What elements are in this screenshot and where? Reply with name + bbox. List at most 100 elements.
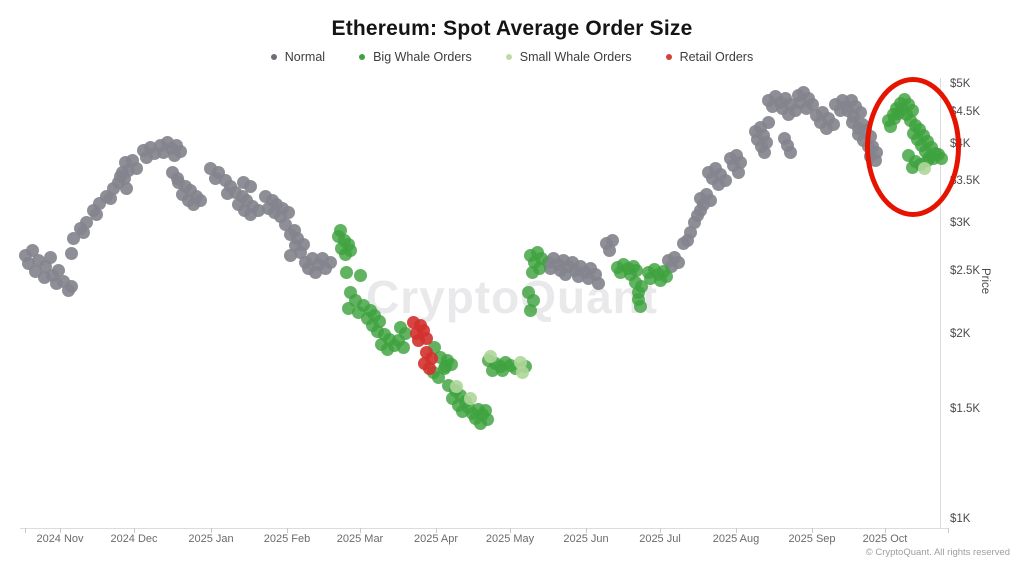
data-point-normal [826,117,840,131]
data-point-normal [805,97,819,111]
legend-item-small-whale[interactable]: Small Whale Orders [505,50,632,64]
data-point-normal [731,165,745,179]
y-axis-tick-label: $4.5K [950,106,981,118]
x-axis-tick-label: 2025 Mar [336,533,384,545]
data-point-normal [293,245,307,259]
data-point-normal [703,193,717,207]
data-point-normal [733,155,747,169]
data-point-normal [117,171,131,185]
data-point-normal [103,191,117,205]
data-point-big [526,293,540,307]
data-point-big [478,403,492,417]
data-point-normal [281,205,295,219]
x-axis-tick [134,528,135,533]
legend-item-normal[interactable]: Normal [270,50,325,64]
data-point-normal [783,145,797,159]
y-axis-tick-label: $1K [950,513,971,525]
data-point-big [398,326,412,340]
data-point-normal [308,265,322,279]
data-point-big [372,314,386,328]
legend-item-big-whale[interactable]: Big Whale Orders [359,50,472,64]
data-point-small [449,379,463,393]
data-point-retail [422,361,436,375]
data-point-small [483,349,497,363]
data-point-normal [759,135,773,149]
y-axis-tick-label: $3K [950,217,971,229]
data-point-normal [853,105,867,119]
y-axis-tick-label: $1.5K [950,403,981,415]
x-axis-tick-label: 2025 Jul [639,533,681,545]
x-axis-tick-label: 2025 Jan [188,533,234,545]
x-axis-tick [812,528,813,533]
chart-legend: Normal Big Whale Orders Small Whale Orde… [0,50,1024,64]
data-point-retail [411,333,425,347]
data-point-big [396,340,410,354]
x-axis-tick-label: 2025 Feb [263,533,311,545]
x-axis-tick [436,528,437,533]
data-point-small [515,365,529,379]
data-point-normal [76,225,90,239]
y-axis-line [940,78,941,528]
legend-label-small-whale: Small Whale Orders [519,50,632,64]
data-point-big [339,265,353,279]
data-point-big [431,370,445,384]
page-title: Ethereum: Spot Average Order Size [331,17,693,40]
legend-item-retail[interactable]: Retail Orders [665,50,753,64]
x-axis-tick [25,528,26,533]
data-point-normal [323,255,337,269]
data-point-normal [66,231,80,245]
data-point-normal [243,179,257,193]
cryptoquant-watermark: CryptoQuant [366,271,659,323]
x-axis-line [20,528,948,529]
data-point-normal [671,255,685,269]
data-point-big [341,301,355,315]
y-axis-tick-label: $2.5K [950,265,981,277]
data-point-normal [119,181,133,195]
x-axis-tick [586,528,587,533]
x-axis-tick [948,528,949,533]
data-point-normal [558,267,572,281]
data-point-normal [64,279,78,293]
data-point-normal [89,207,103,221]
data-point-normal [79,215,93,229]
copyright-notice: © CryptoQuant. All rights reserved [865,547,1010,558]
x-axis-tick [885,528,886,533]
data-point-normal [64,246,78,260]
data-point-normal [208,171,222,185]
highlight-circle-annotation [865,77,961,217]
legend-label-big-whale: Big Whale Orders [373,50,472,64]
x-axis-tick [211,528,212,533]
y-axis-tick-label: $2K [950,328,971,340]
data-point-normal [251,203,265,217]
x-axis-tick-label: 2025 Sep [788,533,836,545]
data-point-small [463,391,477,405]
data-point-normal [129,161,143,175]
x-axis-tick-label: 2025 Oct [862,533,908,545]
y-axis-tick-label: $5K [950,78,971,90]
x-axis-tick-label: 2025 Aug [712,533,760,545]
data-point-big [659,269,673,283]
data-point-normal [761,115,775,129]
legend-marker-big-whale-icon [359,54,366,60]
data-point-big [534,251,548,265]
data-point-big [438,359,452,373]
x-axis-tick-label: 2025 Apr [413,533,459,545]
data-point-normal [591,276,605,290]
data-point-normal [51,263,65,277]
data-point-small [513,355,527,369]
data-point-big [525,265,539,279]
x-axis-tick-label: 2024 Dec [110,533,158,545]
legend-marker-retail-icon [665,54,672,60]
x-axis-tick [287,528,288,533]
y-axis-title: Price [979,268,991,295]
y-axis-tick-label: $3.5K [950,175,981,187]
data-point-normal [602,243,616,257]
x-axis-tick [60,528,61,533]
data-point-normal [193,193,207,207]
x-axis-tick [510,528,511,533]
data-point-normal [43,250,57,264]
data-point-normal [757,145,771,159]
data-point-normal [605,233,619,247]
